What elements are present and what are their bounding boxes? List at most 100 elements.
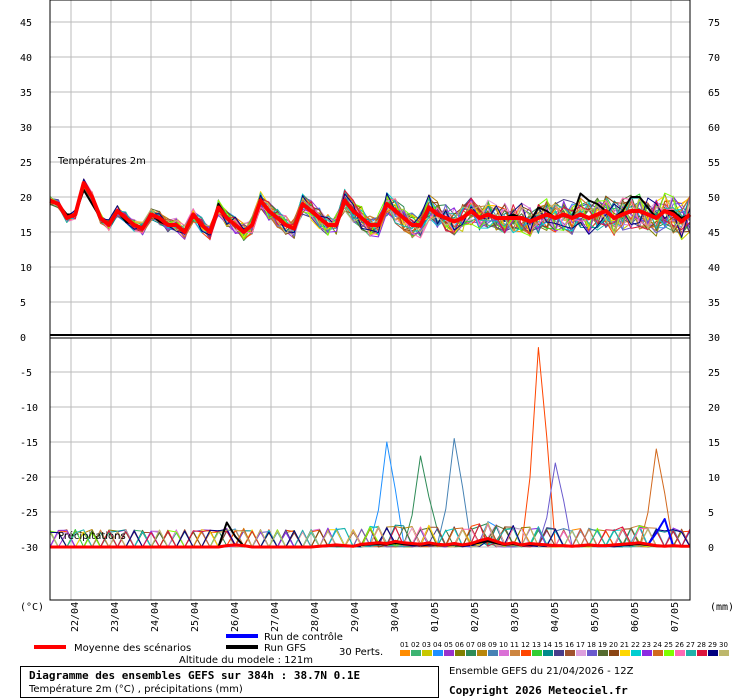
member-color-swatch xyxy=(411,650,421,656)
member-number-label: 01 xyxy=(400,641,409,649)
temperature-main-lines xyxy=(49,181,692,234)
member-number-label: 11 xyxy=(510,641,519,649)
member-color-legend: 01 02 03 04 05 06 07 08 09 10 11 12 13 14 15 16 17 18 19 20… xyxy=(400,641,729,656)
date-tick-label: 06/05 xyxy=(630,602,641,632)
precipitation-member-lines xyxy=(49,347,691,548)
member-color-swatch xyxy=(697,650,707,656)
title-box: Diagramme des ensembles GEFS sur 384h : … xyxy=(20,666,439,698)
date-tick-label: 25/04 xyxy=(190,602,201,632)
member-number-label: 27 xyxy=(686,641,695,649)
member-number-label: 10 xyxy=(499,641,508,649)
precip-member-line xyxy=(50,438,690,548)
precip-left-tick-label: -15 xyxy=(20,438,38,449)
member-number-label: 08 xyxy=(477,641,486,649)
temperature-panel-label: Températures 2m xyxy=(57,155,146,167)
member-number-label: 28 xyxy=(697,641,706,649)
member-number-label: 21 xyxy=(620,641,629,649)
temp-right-tick-label: 35 xyxy=(708,298,720,309)
chart-title: Diagramme des ensembles GEFS sur 384h : … xyxy=(29,669,361,682)
member-number-label: 16 xyxy=(565,641,574,649)
temp-right-tick-label: 45 xyxy=(708,228,720,239)
precip-right-tick-label: 15 xyxy=(708,438,720,449)
member-color-swatch xyxy=(565,650,575,656)
member-number-label: 23 xyxy=(642,641,651,649)
member-color-swatch xyxy=(510,650,520,656)
member-number-label: 15 xyxy=(554,641,563,649)
temp-left-tick-label: 5 xyxy=(20,298,26,309)
member-number-label: 19 xyxy=(598,641,607,649)
member-color-swatch xyxy=(631,650,641,656)
member-color-swatch xyxy=(587,650,597,656)
temp-member-line xyxy=(49,178,691,238)
member-color-swatch xyxy=(664,650,674,656)
temp-mean-line xyxy=(49,181,692,234)
temp-right-tick-label: 75 xyxy=(708,18,720,29)
member-number-label: 14 xyxy=(543,641,552,649)
precip-right-tick-label: 5 xyxy=(708,508,714,519)
member-number-label: 26 xyxy=(675,641,684,649)
member-color-swatch xyxy=(499,650,509,656)
legend-gfs-label: Run GFS xyxy=(264,643,306,654)
member-color-swatch xyxy=(543,650,553,656)
temp-left-tick-label: 45 xyxy=(20,18,32,29)
member-color-swatch xyxy=(598,650,608,656)
precipitation-grid xyxy=(50,338,690,600)
date-tick-label: 27/04 xyxy=(270,602,281,632)
date-tick-label: 24/04 xyxy=(150,602,161,632)
member-number-label: 07 xyxy=(466,641,475,649)
precip-right-tick-label: 25 xyxy=(708,368,720,379)
date-tick-label: 04/05 xyxy=(550,602,561,632)
temp-left-tick-label: 35 xyxy=(20,88,32,99)
member-color-swatch xyxy=(576,650,586,656)
temp-right-tick-label: 60 xyxy=(708,123,720,134)
date-tick-label: 23/04 xyxy=(110,602,121,632)
member-number-label: 29 xyxy=(708,641,717,649)
member-color-swatch xyxy=(686,650,696,656)
precip-member-line xyxy=(50,462,691,548)
copyright: Copyright 2026 Meteociel.fr xyxy=(449,684,628,697)
temp-left-tick-label: 20 xyxy=(20,193,32,204)
member-color-swatch xyxy=(422,650,432,656)
member-color-swatch xyxy=(708,650,718,656)
member-color-swatch xyxy=(521,650,531,656)
precip-right-tick-label: 10 xyxy=(708,473,720,484)
temp-left-tick-label: 25 xyxy=(20,158,32,169)
member-color-swatch xyxy=(675,650,685,656)
member-color-swatch xyxy=(400,650,410,656)
member-color-swatch xyxy=(719,650,729,656)
temp-left-tick-label: 10 xyxy=(20,263,32,274)
member-number-label: 02 xyxy=(411,641,420,649)
member-color-swatch xyxy=(532,650,542,656)
member-number-label: 18 xyxy=(587,641,596,649)
chart-subtitle: Température 2m (°C) , précipitations (mm… xyxy=(29,684,243,695)
precip-left-tick-label: -10 xyxy=(20,403,38,414)
member-number-label: 24 xyxy=(653,641,662,649)
member-color-swatch xyxy=(554,650,564,656)
temp-member-line xyxy=(49,185,691,236)
member-number-label: 22 xyxy=(631,641,640,649)
date-tick-label: 29/04 xyxy=(350,602,361,632)
legend-mean-label: Moyenne des scénarios xyxy=(74,642,191,654)
member-number-label: 04 xyxy=(433,641,442,649)
date-tick-label: 28/04 xyxy=(310,602,321,632)
temperature-member-lines xyxy=(49,178,691,241)
date-tick-label: 03/05 xyxy=(510,602,521,632)
precip-right-tick-label: 20 xyxy=(708,403,720,414)
precip-right-tick-label: 30 xyxy=(708,333,720,344)
member-color-swatch xyxy=(620,650,630,656)
temp-right-tick-label: 70 xyxy=(708,53,720,64)
member-number-label: 17 xyxy=(576,641,585,649)
member-color-swatch xyxy=(642,650,652,656)
temperature-grid xyxy=(50,0,690,335)
member-color-swatch xyxy=(466,650,476,656)
ensemble-info: Ensemble GEFS du 21/04/2026 - 12Z xyxy=(449,666,634,677)
member-color-swatch xyxy=(653,650,663,656)
member-number-label: 05 xyxy=(444,641,453,649)
member-number-label: 25 xyxy=(664,641,673,649)
precip-left-tick-label: -25 xyxy=(20,508,38,519)
precip-member-line xyxy=(49,441,691,548)
temp-right-tick-label: 50 xyxy=(708,193,720,204)
date-tick-label: 01/05 xyxy=(430,602,441,632)
precip-left-tick-label: -5 xyxy=(20,368,32,379)
member-number-label: 30 xyxy=(719,641,728,649)
